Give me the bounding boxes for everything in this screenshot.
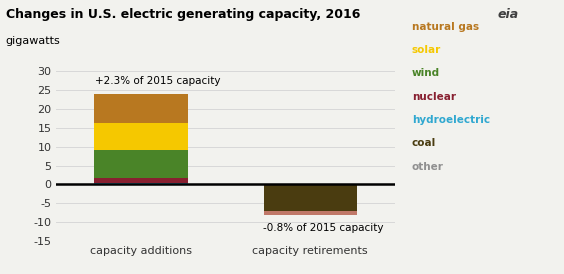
- Bar: [263, 211, 356, 215]
- Text: eia: eia: [498, 8, 519, 21]
- Text: nuclear: nuclear: [412, 92, 456, 102]
- Bar: [263, 184, 356, 211]
- Bar: [94, 150, 187, 178]
- Text: hydroelectric: hydroelectric: [412, 115, 490, 125]
- Text: other: other: [412, 162, 444, 172]
- Bar: [94, 178, 187, 183]
- Text: gigawatts: gigawatts: [6, 36, 60, 45]
- Text: -0.8% of 2015 capacity: -0.8% of 2015 capacity: [263, 222, 384, 233]
- Text: natural gas: natural gas: [412, 22, 479, 32]
- Text: wind: wind: [412, 68, 440, 78]
- Bar: [94, 123, 187, 150]
- Text: coal: coal: [412, 138, 436, 148]
- Bar: [94, 183, 187, 184]
- Text: +2.3% of 2015 capacity: +2.3% of 2015 capacity: [95, 76, 221, 87]
- Bar: [94, 94, 187, 123]
- Text: solar: solar: [412, 45, 441, 55]
- Text: Changes in U.S. electric generating capacity, 2016: Changes in U.S. electric generating capa…: [6, 8, 360, 21]
